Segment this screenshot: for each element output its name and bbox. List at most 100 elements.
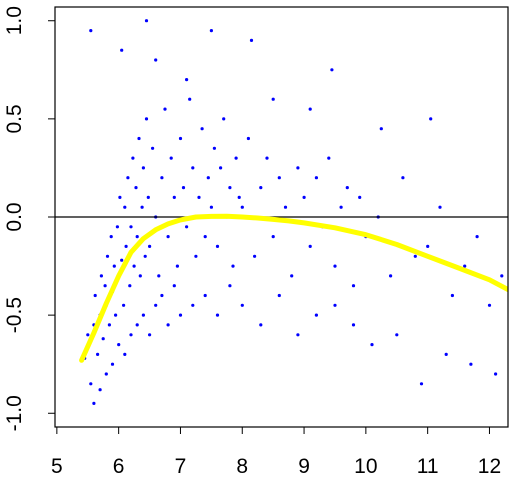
data-point	[219, 166, 223, 170]
x-tick-label: 5	[51, 455, 63, 478]
data-point	[185, 225, 189, 229]
data-point	[240, 303, 244, 307]
y-tick-label: 0.5	[3, 104, 26, 133]
data-point	[160, 293, 164, 298]
data-point	[123, 205, 127, 209]
data-point	[115, 225, 119, 229]
data-point	[86, 333, 90, 337]
data-point	[215, 313, 220, 317]
data-point	[146, 195, 150, 199]
data-point	[283, 205, 288, 209]
data-point	[148, 244, 152, 248]
data-point	[154, 58, 158, 62]
data-point	[200, 127, 204, 131]
data-point	[109, 235, 113, 239]
data-point	[327, 156, 331, 160]
data-point	[135, 323, 139, 327]
data-point	[169, 156, 173, 160]
x-tick-label: 8	[236, 455, 248, 478]
data-point	[339, 205, 343, 209]
data-point	[426, 244, 430, 248]
data-point	[154, 303, 158, 307]
data-point	[463, 264, 467, 268]
data-point	[185, 78, 189, 82]
data-point	[138, 274, 142, 278]
data-point	[246, 136, 250, 141]
y-tick-label: -1.0	[3, 395, 26, 431]
data-point	[141, 313, 145, 317]
data-point	[178, 313, 183, 317]
data-point	[333, 264, 337, 268]
data-point	[228, 186, 232, 190]
data-point	[469, 362, 473, 366]
data-point	[93, 293, 97, 298]
data-point	[212, 146, 216, 150]
data-point	[143, 254, 147, 258]
x-tick-label: 9	[298, 455, 310, 478]
data-point	[206, 176, 210, 180]
data-point	[330, 68, 334, 72]
data-point	[178, 136, 183, 141]
data-point	[265, 156, 269, 160]
data-point	[191, 166, 195, 170]
data-point	[277, 176, 281, 180]
data-point	[188, 97, 192, 101]
data-point	[351, 323, 356, 327]
data-point	[124, 244, 128, 248]
data-point	[117, 343, 121, 347]
data-point	[271, 97, 275, 101]
data-point	[114, 313, 118, 317]
x-tick-label: 6	[113, 455, 125, 478]
data-point	[141, 166, 145, 170]
data-point	[89, 29, 93, 33]
data-point	[163, 107, 167, 111]
data-point	[259, 323, 263, 327]
data-point	[308, 107, 312, 111]
data-point	[89, 382, 93, 386]
data-point	[172, 195, 176, 199]
data-point	[450, 293, 454, 298]
data-point	[129, 333, 133, 337]
data-point	[98, 388, 102, 392]
data-point	[110, 362, 115, 366]
data-point	[209, 29, 213, 33]
data-point	[92, 401, 96, 405]
data-point	[101, 337, 105, 341]
data-point	[429, 117, 433, 121]
data-point	[96, 352, 100, 356]
x-axis: 5 6 7 8 9 10 11 12	[51, 427, 501, 478]
data-point	[122, 303, 126, 307]
data-point	[134, 186, 138, 190]
data-point	[413, 254, 417, 258]
data-point	[209, 205, 213, 209]
data-point	[345, 186, 349, 190]
x-tick-label: 7	[175, 455, 187, 478]
data-point	[296, 166, 300, 170]
data-point	[203, 235, 207, 239]
data-point	[438, 205, 442, 209]
data-point	[148, 333, 152, 337]
data-point	[358, 195, 362, 199]
data-point	[137, 136, 141, 141]
data-point	[103, 284, 107, 288]
data-point	[112, 264, 116, 268]
data-point	[120, 48, 124, 52]
data-point	[160, 176, 164, 180]
data-point	[107, 323, 111, 327]
data-point	[194, 254, 198, 258]
data-point	[296, 333, 300, 337]
data-point	[475, 235, 479, 239]
data-point	[419, 382, 424, 386]
data-point	[249, 38, 254, 43]
data-point	[500, 274, 504, 278]
data-point	[131, 156, 135, 160]
data-point	[302, 195, 306, 199]
data-point	[370, 343, 374, 347]
data-point	[395, 333, 399, 337]
x-tick-label: 10	[354, 455, 377, 478]
data-point	[99, 274, 103, 278]
trend-line	[79, 213, 508, 363]
data-point	[191, 303, 195, 307]
data-point	[401, 176, 405, 180]
data-point	[259, 186, 263, 190]
